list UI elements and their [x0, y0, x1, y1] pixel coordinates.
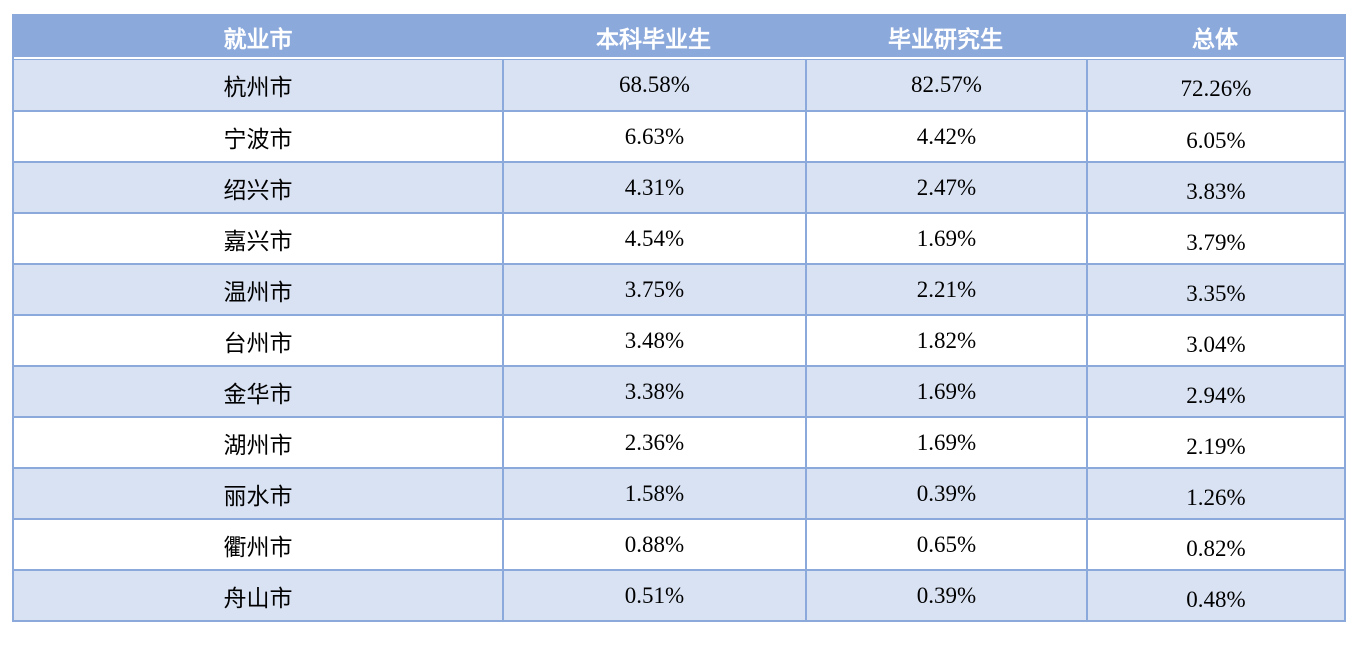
value-cell: 0.39% [805, 467, 1086, 518]
table-row: 舟山市 0.51% 0.39% 0.48% [14, 569, 1344, 620]
value-cell: 2.94% [1086, 365, 1344, 416]
table-row: 绍兴市 4.31% 2.47% 3.83% [14, 161, 1344, 212]
table-row: 衢州市 0.88% 0.65% 0.82% [14, 518, 1344, 569]
table-row: 嘉兴市 4.54% 1.69% 3.79% [14, 212, 1344, 263]
city-cell: 丽水市 [14, 467, 502, 518]
value-cell: 3.35% [1086, 263, 1344, 314]
city-cell: 舟山市 [14, 569, 502, 620]
value-cell: 4.31% [502, 161, 805, 212]
city-cell: 湖州市 [14, 416, 502, 467]
value-cell: 3.79% [1086, 212, 1344, 263]
table-row: 湖州市 2.36% 1.69% 2.19% [14, 416, 1344, 467]
value-cell: 6.05% [1086, 110, 1344, 161]
table-row: 台州市 3.48% 1.82% 3.04% [14, 314, 1344, 365]
value-cell: 1.69% [805, 416, 1086, 467]
city-cell: 宁波市 [14, 110, 502, 161]
city-cell: 温州市 [14, 263, 502, 314]
value-cell: 0.88% [502, 518, 805, 569]
city-cell: 绍兴市 [14, 161, 502, 212]
value-cell: 72.26% [1086, 59, 1344, 110]
value-cell: 1.69% [805, 365, 1086, 416]
city-cell: 金华市 [14, 365, 502, 416]
col-header-postgrad: 毕业研究生 [805, 16, 1086, 59]
table-row: 金华市 3.38% 1.69% 2.94% [14, 365, 1344, 416]
value-cell: 6.63% [502, 110, 805, 161]
value-cell: 4.42% [805, 110, 1086, 161]
value-cell: 3.38% [502, 365, 805, 416]
value-cell: 3.04% [1086, 314, 1344, 365]
table-row: 杭州市 68.58% 82.57% 72.26% [14, 59, 1344, 110]
value-cell: 1.58% [502, 467, 805, 518]
col-header-city: 就业市 [14, 16, 502, 59]
value-cell: 1.69% [805, 212, 1086, 263]
value-cell: 0.39% [805, 569, 1086, 620]
city-cell: 衢州市 [14, 518, 502, 569]
value-cell: 3.48% [502, 314, 805, 365]
value-cell: 0.82% [1086, 518, 1344, 569]
value-cell: 0.48% [1086, 569, 1344, 620]
value-cell: 1.82% [805, 314, 1086, 365]
value-cell: 2.47% [805, 161, 1086, 212]
value-cell: 2.36% [502, 416, 805, 467]
value-cell: 0.65% [805, 518, 1086, 569]
city-cell: 嘉兴市 [14, 212, 502, 263]
value-cell: 1.26% [1086, 467, 1344, 518]
value-cell: 4.54% [502, 212, 805, 263]
employment-city-table-container: 就业市 本科毕业生 毕业研究生 总体 杭州市 68.58% 82.57% 72.… [12, 14, 1346, 622]
employment-city-table: 就业市 本科毕业生 毕业研究生 总体 杭州市 68.58% 82.57% 72.… [12, 14, 1346, 622]
table-row: 宁波市 6.63% 4.42% 6.05% [14, 110, 1344, 161]
value-cell: 2.21% [805, 263, 1086, 314]
table-row: 丽水市 1.58% 0.39% 1.26% [14, 467, 1344, 518]
value-cell: 68.58% [502, 59, 805, 110]
col-header-overall: 总体 [1086, 16, 1344, 59]
city-cell: 台州市 [14, 314, 502, 365]
value-cell: 2.19% [1086, 416, 1344, 467]
value-cell: 3.75% [502, 263, 805, 314]
header-row: 就业市 本科毕业生 毕业研究生 总体 [14, 16, 1344, 59]
city-cell: 杭州市 [14, 59, 502, 110]
value-cell: 3.83% [1086, 161, 1344, 212]
value-cell: 0.51% [502, 569, 805, 620]
col-header-undergrad: 本科毕业生 [502, 16, 805, 59]
table-row: 温州市 3.75% 2.21% 3.35% [14, 263, 1344, 314]
value-cell: 82.57% [805, 59, 1086, 110]
